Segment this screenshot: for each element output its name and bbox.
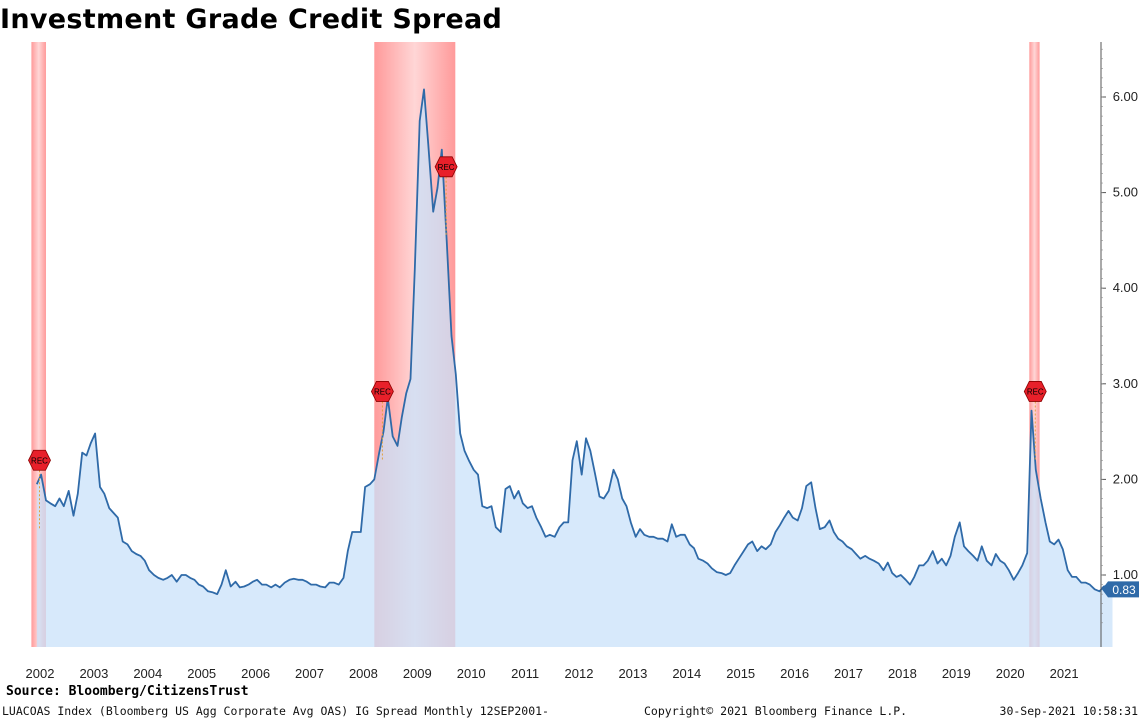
- y-tick-label-5: 5.00: [1113, 185, 1138, 200]
- spread-line: [35, 88, 1114, 595]
- y-tick-label-2: 2.00: [1113, 471, 1138, 486]
- x-tick-label-2007: 2007: [295, 666, 324, 681]
- last-value-badge: 0.83: [1102, 581, 1139, 598]
- x-tick-label-2012: 2012: [565, 666, 594, 681]
- x-tick-label-2009: 2009: [403, 666, 432, 681]
- recession-band-3: [1029, 42, 1040, 647]
- y-tick-label-1: 1.00: [1113, 567, 1138, 582]
- x-tick-label-2018: 2018: [888, 666, 917, 681]
- x-tick-label-2004: 2004: [133, 666, 162, 681]
- x-tick-label-2019: 2019: [942, 666, 971, 681]
- x-tick-label-2015: 2015: [726, 666, 755, 681]
- recession-marker-label-4: REC: [1027, 387, 1044, 396]
- recession-marker-label-2: REC: [374, 387, 391, 396]
- recession-marker-2: [370, 381, 394, 402]
- x-tick-label-2013: 2013: [618, 666, 647, 681]
- x-tick-label-2014: 2014: [672, 666, 701, 681]
- last-value-badge-shape: [1102, 581, 1139, 598]
- recession-marker-1: [28, 449, 51, 471]
- spread-area: [36, 89, 1113, 647]
- last-value-label: 0.83: [1112, 583, 1136, 597]
- recession-marker-3: [434, 156, 458, 178]
- recession-marker-label-1: REC: [31, 456, 48, 465]
- x-tick-label-2006: 2006: [241, 666, 270, 681]
- x-tick-label-2021: 2021: [1050, 666, 1079, 681]
- x-tick-label-2017: 2017: [834, 666, 863, 681]
- y-tick-label-4: 4.00: [1113, 280, 1138, 295]
- chart-title: Investment Grade Credit Spread: [0, 4, 503, 35]
- x-tick-label-2010: 2010: [457, 666, 486, 681]
- x-tick-label-2008: 2008: [349, 666, 378, 681]
- recession-marker-label-3: REC: [438, 163, 455, 172]
- x-axis: 2002 2003 2004 2005 2006 2007 2008 2009 2010 2011…: [26, 666, 1079, 681]
- footer-index-description: LUACOAS Index (Bloomberg US Agg Corporat…: [2, 704, 549, 718]
- source-note: Source: Bloomberg/CitizensTrust: [6, 684, 249, 699]
- footer-copyright: Copyright© 2021 Bloomberg Finance L.P.: [644, 704, 908, 718]
- x-tick-label-2002: 2002: [26, 666, 55, 681]
- x-tick-label-2011: 2011: [511, 666, 539, 681]
- recession-marker-4: [1023, 381, 1047, 402]
- x-tick-label-2020: 2020: [996, 666, 1025, 681]
- y-tick-label-3: 3.00: [1113, 376, 1138, 391]
- x-tick-label-2003: 2003: [79, 666, 108, 681]
- footer-timestamp: 30-Sep-2021 10:58:31: [999, 704, 1138, 718]
- y-tick-label-6: 6.00: [1113, 89, 1138, 104]
- recession-markers-dashes: [39, 176, 1036, 531]
- x-tick-label-2016: 2016: [780, 666, 809, 681]
- recession-markers: REC REC REC REC: [28, 156, 1047, 471]
- x-tick-label-2005: 2005: [187, 666, 216, 681]
- y-axis: 1.00 2.00 3.00 4.00 5.00 6.00: [1100, 42, 1138, 647]
